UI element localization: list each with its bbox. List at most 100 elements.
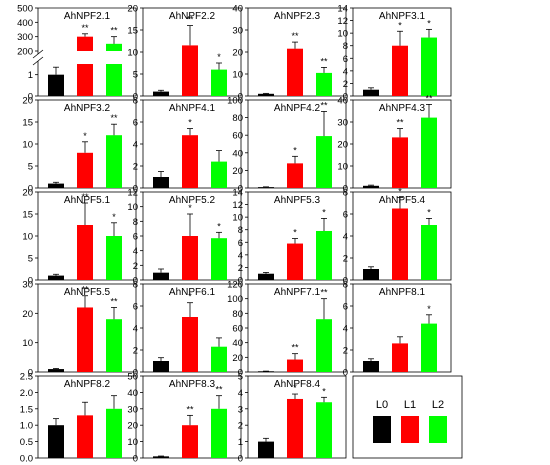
panel-8-ytick-label: 10 bbox=[337, 162, 348, 173]
panel-16-bar-L1 bbox=[392, 343, 408, 372]
panel-12-sig-label: * bbox=[398, 187, 402, 197]
panel-19-sig-label: * bbox=[322, 386, 326, 396]
panel-10-ytick-label: 2 bbox=[133, 261, 138, 272]
panel-11-ytick-label: 2 bbox=[238, 263, 243, 274]
panel-11-ytick-label: 8 bbox=[238, 225, 243, 236]
panel-11-ytick-label: 6 bbox=[238, 238, 243, 249]
panel-4-ytick-label: 2 bbox=[343, 79, 348, 90]
panel-15-sig-label: ** bbox=[291, 343, 299, 353]
panel-4-ytick-label: 6 bbox=[343, 54, 348, 65]
legend-frame bbox=[352, 375, 463, 459]
panel-7-bar-L0 bbox=[258, 187, 274, 188]
panel-12-sig-label: * bbox=[427, 207, 431, 217]
panel-1-sig-label: ** bbox=[110, 26, 118, 36]
legend-swatch-L0 bbox=[373, 416, 391, 443]
panel-8-sig-label: ** bbox=[425, 93, 433, 103]
panel-17-ytick-label: 0.0 bbox=[20, 454, 33, 465]
panel-18-sig-label: ** bbox=[215, 385, 223, 395]
panel-7-ytick-label: 20 bbox=[232, 166, 243, 177]
panel-18-ytick-label: 30 bbox=[127, 404, 138, 415]
panel-7-ytick-label: 40 bbox=[232, 148, 243, 159]
panel-8-ytick-label: 40 bbox=[337, 96, 348, 107]
panel-2-bar-L2 bbox=[211, 69, 227, 96]
panel-14-ytick-label: 0 bbox=[133, 368, 138, 379]
panel-19-ytick-label: 3 bbox=[238, 404, 243, 415]
panel-2-title: AhNPF2.2 bbox=[169, 11, 216, 22]
panel-19-ytick-label: 4 bbox=[238, 388, 243, 399]
panel-15-ytick-label: 20 bbox=[232, 353, 243, 364]
panel-6-ytick-label: 2 bbox=[133, 162, 138, 173]
panel-5-sig-label: * bbox=[83, 131, 87, 141]
panel-1-bar-L2 bbox=[106, 64, 122, 96]
panel-14-bar-L0 bbox=[153, 361, 169, 372]
panel-4-bar-L2 bbox=[421, 37, 437, 96]
panel-2-ytick-label: 10 bbox=[127, 48, 138, 59]
panel-1-axis-break bbox=[32, 56, 44, 66]
panel-16-ytick-label: 8 bbox=[343, 280, 348, 291]
panel-14-bar-L2 bbox=[211, 346, 227, 372]
panel-4-ytick-label: 8 bbox=[343, 41, 348, 52]
panel-16-sig-label: * bbox=[427, 304, 431, 314]
panel-3-sig-label: ** bbox=[320, 56, 328, 66]
panel-5-title: AhNPF3.2 bbox=[64, 103, 111, 114]
panel-17-title: AhNPF8.2 bbox=[64, 379, 111, 390]
legend-label-L1: L1 bbox=[404, 399, 416, 411]
panel-10-sig-label: * bbox=[217, 221, 221, 231]
panel-7-sig-label: * bbox=[293, 145, 297, 155]
panel-19-bar-L2 bbox=[316, 402, 332, 458]
panel-9-sig-label: * bbox=[112, 212, 116, 222]
panel-19-bar-L0 bbox=[258, 441, 274, 458]
panel-10-ytick-label: 0 bbox=[133, 276, 138, 287]
panel-10-ytick-label: 6 bbox=[133, 232, 138, 243]
legend-swatch-L1 bbox=[401, 416, 419, 443]
panel-13-ytick-label: 30 bbox=[22, 280, 33, 291]
panel-7-title: AhNPF4.2 bbox=[274, 103, 321, 114]
panel-12-bar-L0 bbox=[363, 269, 379, 280]
panel-5-ytick-label: 5 bbox=[28, 162, 33, 173]
panel-17-bar-L1 bbox=[77, 415, 93, 458]
panel-16-bar-L2 bbox=[421, 323, 437, 372]
panel-16-ytick-label: 4 bbox=[343, 324, 348, 335]
panel-7-bar-L2 bbox=[316, 136, 332, 188]
panel-16-ytick-label: 2 bbox=[343, 346, 348, 357]
panel-9-ytick-label: 0 bbox=[28, 276, 33, 287]
panel-1-title: AhNPF2.1 bbox=[64, 11, 111, 22]
panel-6-title: AhNPF4.1 bbox=[169, 103, 216, 114]
panel-15-title: AhNPF7.1 bbox=[274, 287, 321, 298]
panel-5-ytick-label: 15 bbox=[22, 118, 33, 129]
panel-4-sig-label: * bbox=[398, 20, 402, 30]
panel-19-sig-label: * bbox=[293, 383, 297, 393]
panel-8-bar-L0 bbox=[363, 185, 379, 188]
panel-17-ytick-label: 2.0 bbox=[20, 388, 33, 399]
panel-15-ytick-label: 80 bbox=[232, 309, 243, 320]
panel-18-ytick-label: 0 bbox=[133, 454, 138, 465]
panel-1-axis-break bbox=[32, 49, 44, 59]
panel-16-ytick-label: 0 bbox=[343, 368, 348, 379]
panel-3-ytick-label: 10 bbox=[232, 70, 243, 81]
panel-19-title: AhNPF8.4 bbox=[274, 379, 321, 390]
panel-14-ytick-label: 8 bbox=[133, 280, 138, 291]
panel-4-ytick-label: 14 bbox=[337, 4, 348, 15]
panel-3-title: AhNPF2.3 bbox=[274, 11, 321, 22]
panel-8-bar-L1 bbox=[392, 137, 408, 188]
legend-swatch-L2 bbox=[429, 416, 447, 443]
panel-9-bar-L1 bbox=[77, 225, 93, 280]
panel-11-ytick-label: 12 bbox=[232, 200, 243, 211]
panel-5-bar-L1 bbox=[77, 152, 93, 188]
panel-7-ytick-label: 80 bbox=[232, 113, 243, 124]
panel-10-ytick-label: 12 bbox=[127, 188, 138, 199]
panel-12-ytick-label: 4 bbox=[343, 232, 348, 243]
panel-9-bar-L2 bbox=[106, 236, 122, 280]
panel-17-ytick-label: 1.5 bbox=[20, 404, 33, 415]
panel-18-bar-L1 bbox=[182, 425, 198, 458]
panel-4-ytick-label: 0 bbox=[343, 92, 348, 103]
panel-3-ytick-label: 30 bbox=[232, 26, 243, 37]
panel-8-ytick-label: 20 bbox=[337, 140, 348, 151]
panel-10-ytick-label: 4 bbox=[133, 246, 138, 257]
panel-5-ytick-label: 0 bbox=[28, 184, 33, 195]
legend-label-L2: L2 bbox=[432, 399, 444, 411]
panel-6-ytick-label: 6 bbox=[133, 118, 138, 129]
panel-9-sig-label: ** bbox=[81, 192, 89, 202]
panel-15-ytick-label: 60 bbox=[232, 324, 243, 335]
panel-13-sig-label: ** bbox=[110, 296, 118, 306]
